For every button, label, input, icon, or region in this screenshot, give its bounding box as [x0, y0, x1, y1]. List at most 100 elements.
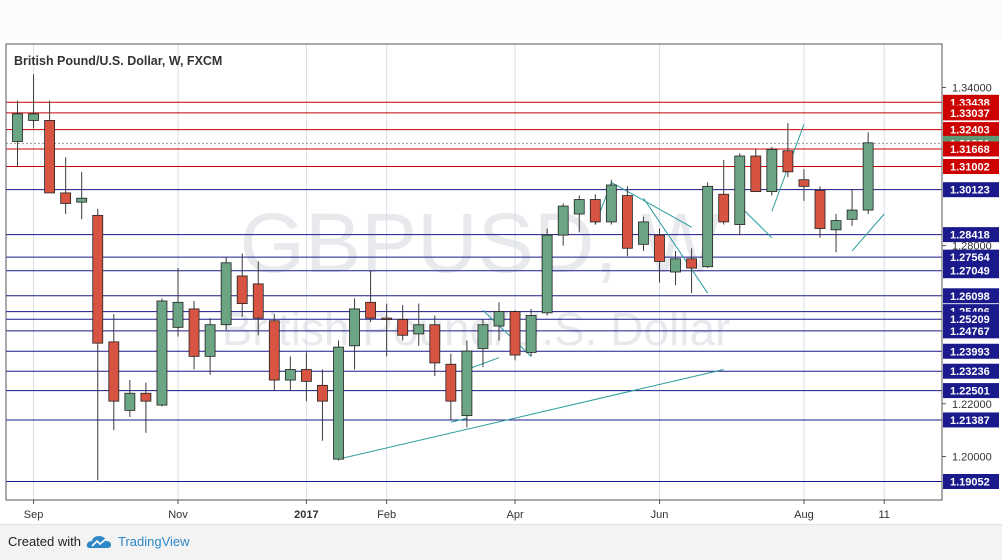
tradingview-link[interactable]: TradingView — [118, 534, 190, 549]
horizontal-levels — [6, 101, 942, 482]
candle-down[interactable] — [622, 195, 633, 249]
y-tick-label: 1.34000 — [952, 82, 992, 94]
level-price-label: 1.26098 — [950, 291, 990, 303]
candle-down[interactable] — [798, 179, 810, 187]
candle-up[interactable] — [734, 155, 746, 225]
y-axis[interactable]: 1.340001.280001.220001.200001.334381.330… — [941, 44, 1002, 500]
candle-down[interactable] — [654, 234, 665, 262]
candle-up[interactable] — [349, 308, 360, 347]
level-price-tag — [943, 159, 999, 175]
candle-down[interactable] — [750, 155, 762, 193]
candle-up[interactable] — [204, 324, 216, 357]
candle-down[interactable] — [381, 317, 393, 320]
level-price-tag — [943, 227, 999, 243]
candle-down[interactable] — [300, 369, 312, 382]
candle-down[interactable] — [589, 199, 601, 223]
candle-down[interactable] — [108, 341, 120, 402]
candle-up[interactable] — [862, 142, 874, 211]
candle-up[interactable] — [766, 149, 778, 193]
level-price-tag — [943, 249, 999, 265]
candle-down[interactable] — [718, 193, 730, 223]
candle-down[interactable] — [782, 150, 794, 173]
level-price-label: 1.33037 — [950, 108, 990, 120]
candles[interactable] — [12, 74, 874, 481]
x-tick-label: Jun — [651, 509, 669, 521]
candle-up[interactable] — [605, 184, 617, 223]
candle-down[interactable] — [60, 192, 72, 204]
candle-up[interactable] — [28, 113, 39, 121]
level-price-label: 1.19052 — [950, 476, 990, 488]
candle-down[interactable] — [140, 392, 152, 402]
x-tick-label: Nov — [168, 509, 188, 521]
candle-down[interactable] — [188, 308, 200, 357]
candle-up[interactable] — [638, 221, 649, 245]
candle-up[interactable] — [541, 234, 553, 314]
chart-title: British Pound/U.S. Dollar, W, FXCM — [14, 54, 222, 68]
candle-up[interactable] — [670, 258, 681, 273]
tradingview-cloud-icon[interactable] — [86, 533, 112, 551]
level-price-label: 1.32403 — [950, 125, 990, 137]
level-price-label: 1.23236 — [950, 366, 990, 378]
candle-up[interactable] — [477, 324, 489, 349]
candle-down[interactable] — [365, 301, 377, 319]
plot-area[interactable] — [6, 44, 942, 500]
trendline — [338, 369, 724, 460]
level-price-tag — [943, 343, 999, 359]
candle-down[interactable] — [686, 258, 697, 269]
candle-up[interactable] — [284, 369, 296, 381]
level-price-tag — [943, 288, 999, 304]
level-price-label: 1.27049 — [950, 266, 990, 278]
candle-up[interactable] — [830, 220, 842, 231]
candle-down[interactable] — [429, 324, 441, 364]
candle-down[interactable] — [92, 214, 104, 344]
candle-down[interactable] — [44, 120, 55, 194]
candlestick-chart[interactable]: GBPUSD, W British Pound/U.S. Dollar Brit… — [0, 0, 1002, 524]
candle-down[interactable] — [397, 319, 409, 336]
candle-up[interactable] — [846, 209, 858, 220]
candle-down[interactable] — [814, 189, 826, 229]
level-price-label: 1.21387 — [950, 415, 990, 427]
x-tick-label: Feb — [377, 509, 396, 521]
level-price-tag — [943, 473, 999, 489]
level-price-tag — [943, 323, 999, 339]
level-price-tag — [943, 311, 999, 327]
candle-up[interactable] — [413, 324, 425, 335]
level-price-label: 1.25209 — [950, 314, 990, 326]
y-tick-label: 1.22000 — [952, 399, 992, 411]
level-price-tag — [943, 182, 999, 198]
candle-up[interactable] — [172, 301, 184, 328]
candle-up[interactable] — [76, 197, 88, 203]
candle-up[interactable] — [557, 205, 569, 236]
level-price-label: 1.31668 — [950, 144, 990, 156]
candle-down[interactable] — [268, 320, 280, 381]
candle-down[interactable] — [445, 363, 457, 402]
candle-up[interactable] — [156, 300, 168, 406]
watermark-description: British Pound/U.S. Dollar — [222, 303, 731, 355]
candle-down[interactable] — [317, 384, 328, 402]
level-price-label: 1.30123 — [950, 185, 990, 197]
x-axis[interactable]: Sep Nov 2017 Feb Apr Jun Aug 11 — [6, 499, 942, 521]
trendline — [643, 197, 709, 294]
level-price-tag — [943, 383, 999, 399]
candle-up[interactable] — [333, 346, 344, 460]
level-price-tag — [943, 105, 999, 121]
candle-up[interactable] — [124, 392, 136, 411]
candle-up[interactable] — [220, 262, 232, 326]
y-tick-label: 1.20000 — [952, 452, 992, 464]
candle-down[interactable] — [509, 311, 521, 356]
candle-down[interactable] — [236, 275, 248, 305]
candle-up[interactable] — [461, 350, 473, 417]
candle-down[interactable] — [252, 283, 264, 319]
level-price-label: 1.31002 — [950, 162, 990, 174]
candle-up[interactable] — [493, 311, 505, 327]
candle-up[interactable] — [12, 113, 23, 142]
level-price-tag — [943, 141, 999, 157]
candle-up[interactable] — [573, 199, 585, 215]
candle-up[interactable] — [702, 185, 714, 268]
x-tick-label: Sep — [24, 509, 44, 521]
created-with-text: Created with — [8, 534, 81, 549]
top-strip — [0, 0, 1002, 40]
candle-up[interactable] — [525, 315, 537, 353]
level-price-label: 1.27564 — [950, 252, 991, 264]
level-price-tag — [943, 412, 999, 428]
